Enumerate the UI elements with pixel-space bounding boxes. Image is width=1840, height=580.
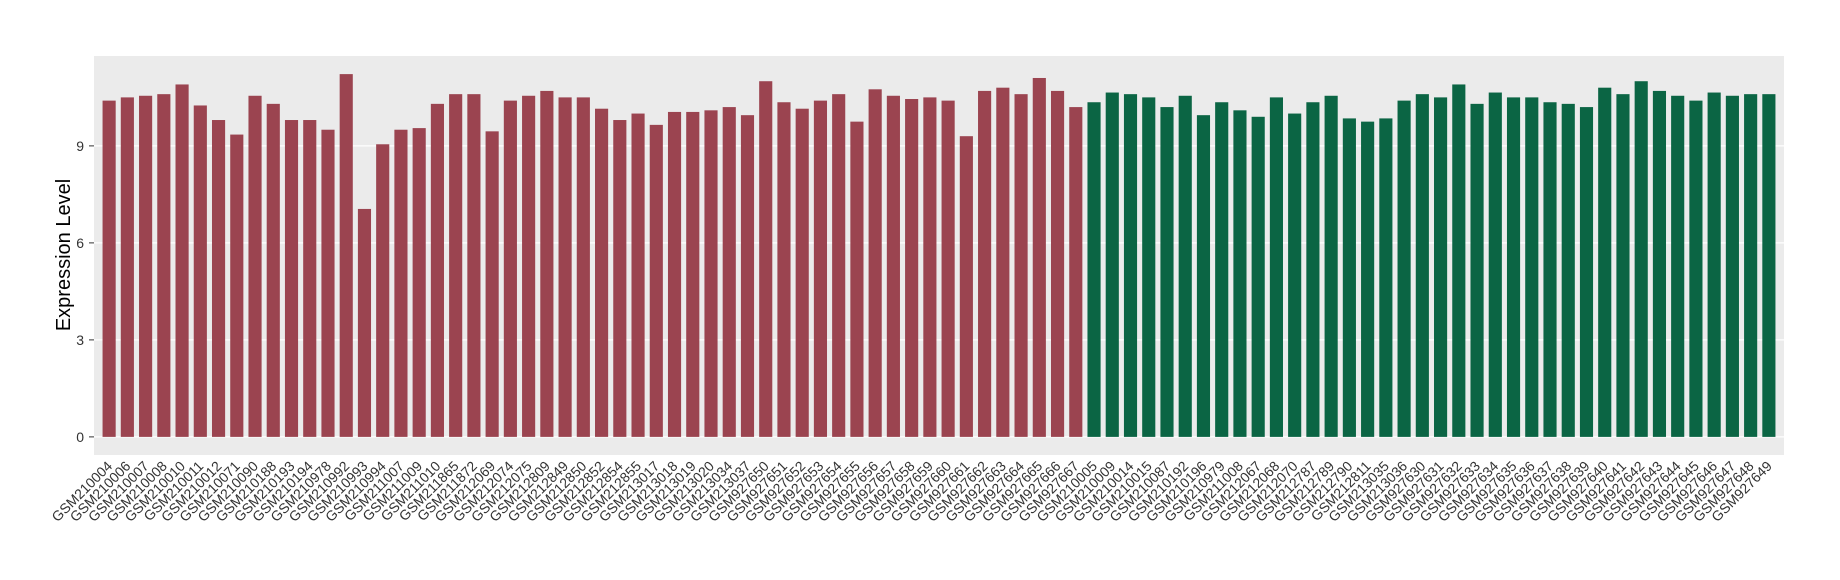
bar — [540, 90, 554, 437]
bar — [1160, 107, 1174, 437]
bar — [1251, 116, 1265, 437]
bar — [1032, 77, 1046, 437]
bar — [1762, 94, 1776, 437]
y-tick-label: 3 — [76, 332, 84, 348]
bar — [412, 128, 426, 437]
bar — [503, 100, 517, 437]
bar — [157, 94, 171, 437]
bar — [631, 113, 645, 437]
bar — [795, 108, 809, 437]
bar — [1069, 107, 1083, 437]
bar — [959, 136, 973, 437]
bar — [1087, 102, 1101, 437]
bar — [193, 105, 207, 437]
bar — [357, 208, 372, 437]
bar — [1598, 87, 1612, 437]
bar — [1269, 97, 1283, 437]
bar — [284, 120, 299, 437]
bar — [759, 81, 773, 437]
bar — [248, 95, 262, 437]
bar — [1634, 81, 1648, 437]
bar — [339, 74, 353, 437]
bar — [1689, 100, 1703, 437]
bar — [1306, 102, 1320, 437]
bar — [576, 97, 590, 437]
bar — [1707, 92, 1721, 437]
bar — [1525, 97, 1539, 437]
bar — [1434, 97, 1448, 437]
bar — [777, 102, 791, 437]
bar — [613, 120, 627, 437]
bar — [1361, 121, 1375, 437]
y-tick-label: 9 — [76, 138, 84, 154]
bar — [1379, 118, 1393, 437]
bar — [1105, 92, 1119, 437]
bar — [376, 144, 390, 437]
bar — [868, 89, 882, 437]
bar — [449, 94, 463, 437]
y-axis-title: Expression Level — [53, 179, 75, 331]
bar — [467, 94, 481, 437]
bar — [813, 100, 828, 437]
bar — [321, 129, 335, 437]
y-tick-label: 0 — [76, 429, 84, 445]
bar — [120, 97, 134, 437]
bar — [740, 115, 755, 437]
bar — [430, 103, 444, 437]
bar — [923, 97, 937, 437]
bar — [1178, 95, 1192, 437]
bar — [1543, 102, 1557, 437]
bar — [303, 120, 317, 437]
bar — [1744, 94, 1758, 437]
bar — [139, 95, 153, 437]
y-tick-label: 6 — [76, 235, 84, 251]
bar — [1452, 84, 1466, 437]
bar — [667, 111, 682, 437]
bar — [1288, 113, 1302, 437]
bar — [905, 99, 919, 437]
bar — [1014, 94, 1028, 437]
bar — [1506, 97, 1521, 437]
bar — [595, 108, 609, 437]
bar — [394, 129, 408, 437]
bar — [1142, 97, 1156, 437]
bar — [1561, 103, 1575, 437]
bar — [1342, 118, 1356, 437]
bar — [722, 107, 736, 437]
bar — [230, 134, 244, 437]
bar — [1725, 95, 1739, 437]
bar — [1616, 94, 1630, 437]
bar — [485, 131, 499, 437]
bar — [1671, 95, 1685, 437]
bar — [1415, 94, 1429, 437]
bar — [850, 121, 864, 437]
bar — [1397, 100, 1411, 437]
bar — [558, 97, 572, 437]
bar — [1233, 110, 1247, 437]
bar — [686, 111, 700, 437]
bar — [1488, 92, 1502, 437]
bar — [704, 110, 718, 437]
bar — [1470, 103, 1484, 437]
bar — [941, 100, 955, 437]
bar — [1050, 90, 1065, 437]
bar — [522, 95, 536, 437]
bar — [1196, 115, 1211, 437]
bar — [102, 100, 116, 437]
bar — [211, 120, 226, 437]
bar — [1324, 95, 1338, 437]
bar — [1123, 94, 1138, 437]
panel — [94, 56, 1784, 455]
bar — [1579, 107, 1594, 437]
bar — [1652, 90, 1667, 437]
bar — [978, 90, 992, 437]
bar — [1215, 102, 1229, 437]
bar — [886, 95, 900, 437]
bar — [649, 124, 663, 437]
bar — [175, 84, 189, 437]
bar — [996, 87, 1010, 437]
bar — [832, 94, 846, 437]
bar — [266, 103, 280, 437]
